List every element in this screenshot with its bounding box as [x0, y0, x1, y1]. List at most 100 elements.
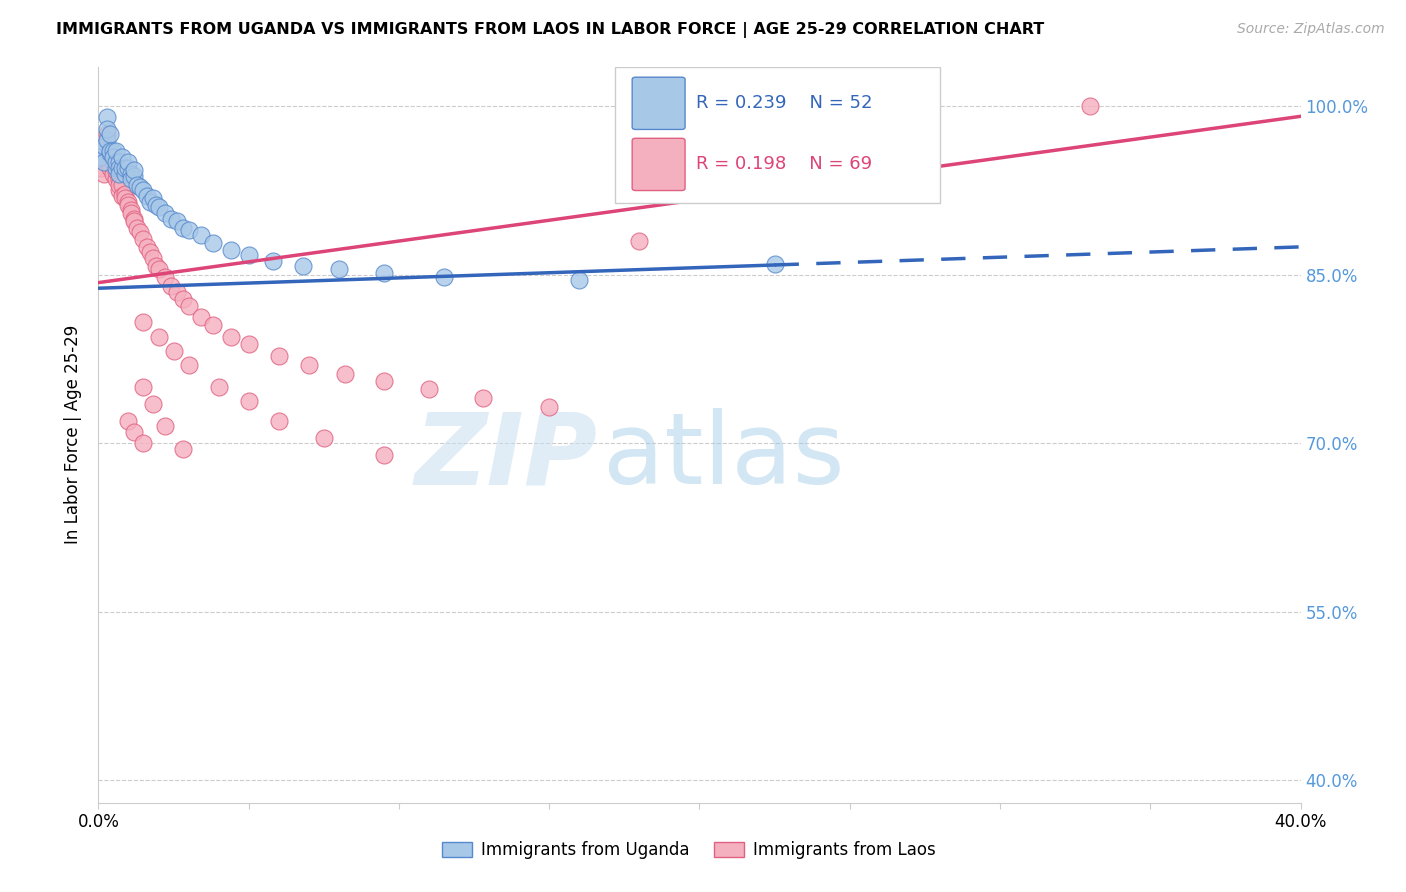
Point [105, 164, 128, 178]
Point [108, 155, 131, 169]
Point [105, 172, 128, 186]
Point [373, 448, 395, 462]
Point [93, 150, 115, 164]
Point [148, 262, 170, 277]
Point [373, 375, 395, 389]
Point [201, 236, 224, 251]
Point [108, 161, 131, 175]
Legend: Immigrants from Uganda, Immigrants from Laos: Immigrants from Uganda, Immigrants from … [436, 835, 942, 866]
Point [172, 442, 194, 456]
Point [190, 310, 212, 325]
Point [159, 279, 181, 293]
Point [108, 184, 131, 198]
Point [333, 367, 356, 381]
Point [117, 161, 139, 175]
Point [90, 144, 112, 158]
Point [114, 161, 136, 175]
Point [172, 220, 194, 235]
Point [117, 155, 139, 169]
Point [291, 259, 314, 273]
Point [90, 144, 112, 158]
FancyBboxPatch shape [633, 78, 685, 129]
FancyBboxPatch shape [633, 138, 685, 191]
Point [153, 419, 176, 434]
Point [433, 270, 456, 285]
Point [132, 380, 155, 394]
Point [96, 121, 118, 136]
Point [121, 206, 143, 220]
Point [172, 293, 194, 307]
Point [238, 247, 260, 261]
Point [111, 178, 134, 192]
Point [103, 155, 125, 169]
Point [148, 200, 170, 214]
Point [111, 189, 134, 203]
Point [121, 167, 143, 181]
Point [100, 146, 122, 161]
Point [114, 186, 136, 201]
Point [153, 270, 176, 285]
Point [96, 111, 118, 125]
Point [418, 382, 440, 396]
Point [124, 425, 146, 439]
Point [103, 144, 125, 158]
Point [93, 155, 115, 169]
Point [262, 254, 284, 268]
Point [138, 245, 160, 260]
Point [141, 191, 163, 205]
Point [1078, 99, 1101, 113]
Point [105, 155, 128, 169]
Point [208, 380, 231, 394]
Point [267, 414, 290, 428]
Point [108, 167, 131, 181]
Point [177, 299, 200, 313]
Point [124, 163, 146, 178]
Point [105, 161, 128, 175]
Point [111, 161, 134, 175]
Point [127, 178, 149, 192]
Point [114, 167, 136, 181]
Point [153, 206, 176, 220]
Point [111, 150, 134, 164]
Text: Source: ZipAtlas.com: Source: ZipAtlas.com [1237, 22, 1385, 37]
Point [108, 178, 131, 192]
Text: IMMIGRANTS FROM UGANDA VS IMMIGRANTS FROM LAOS IN LABOR FORCE | AGE 25-29 CORREL: IMMIGRANTS FROM UGANDA VS IMMIGRANTS FRO… [56, 22, 1045, 38]
Point [129, 180, 152, 194]
Point [159, 211, 181, 226]
Point [114, 191, 136, 205]
Point [238, 337, 260, 351]
Point [138, 194, 160, 209]
Point [141, 397, 163, 411]
Point [132, 232, 155, 246]
Point [124, 211, 146, 226]
Point [121, 172, 143, 186]
Point [328, 262, 350, 277]
Point [124, 169, 146, 183]
Point [177, 358, 200, 372]
Point [93, 167, 115, 181]
Point [132, 436, 155, 450]
Point [100, 161, 122, 175]
Text: R = 0.198    N = 69: R = 0.198 N = 69 [696, 155, 872, 173]
Point [96, 150, 118, 164]
Point [127, 220, 149, 235]
Point [763, 256, 786, 270]
Point [298, 358, 321, 372]
Point [103, 167, 125, 181]
Point [219, 329, 242, 343]
Text: ZIP: ZIP [415, 409, 598, 506]
Point [100, 146, 122, 161]
Point [96, 133, 118, 147]
Point [166, 285, 188, 299]
Text: atlas: atlas [603, 409, 845, 506]
Point [132, 315, 155, 329]
Point [103, 150, 125, 164]
Point [132, 184, 155, 198]
Point [162, 344, 184, 359]
Point [121, 202, 143, 217]
Point [190, 228, 212, 243]
Point [100, 158, 122, 172]
Point [628, 234, 651, 248]
Point [135, 240, 157, 254]
Point [96, 144, 118, 158]
